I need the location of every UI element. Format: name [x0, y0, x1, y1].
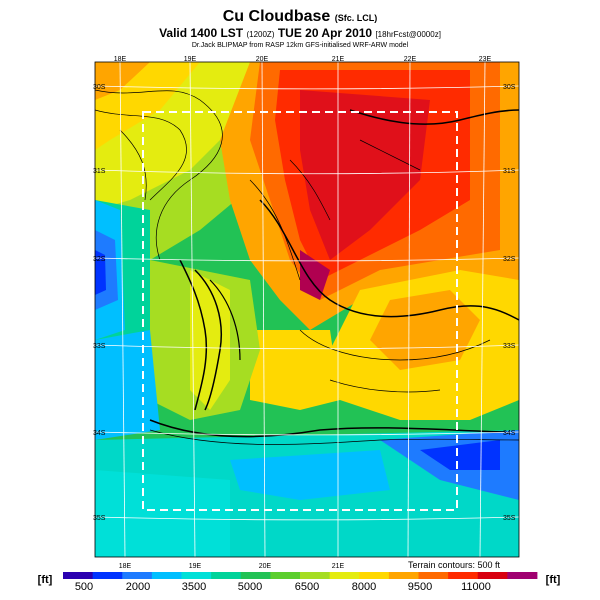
colorbar-swatch — [448, 572, 479, 579]
lon-label: 21E — [332, 56, 345, 63]
forecast-tag: [18hrFcst@0000z] — [375, 30, 441, 39]
color-scale-bar — [63, 572, 538, 579]
colorbar-ticks: 500 2000 3500 5000 6500 8000 9500 11000 — [75, 581, 491, 593]
inner-domain-box — [142, 111, 458, 511]
lat-label: 35S — [93, 515, 106, 522]
lat-label: 32S — [93, 256, 106, 263]
lon-labels-top: 18E 19E 20E 21E 22E 23E — [114, 56, 492, 63]
map-frame — [94, 61, 520, 558]
colorbar-swatch — [329, 572, 360, 579]
lon-label: 21E — [332, 563, 345, 570]
colorbar-swatch — [477, 572, 508, 579]
colorbar-tick-label: 11000 — [461, 581, 491, 593]
lon-label: 19E — [189, 563, 202, 570]
lat-label: 30S — [503, 84, 516, 91]
colorbar-swatch — [181, 572, 212, 579]
colorbar-tick-label: 8000 — [352, 581, 376, 593]
colorbar-swatch — [63, 572, 94, 579]
terrain-note: Terrain contours: 500 ft — [408, 560, 501, 570]
lat-label: 34S — [93, 430, 106, 437]
lat-label: 31S — [93, 168, 106, 175]
colorbar-tick-label: 6500 — [295, 581, 319, 593]
lat-label: 31S — [503, 168, 516, 175]
colorbar-swatch — [122, 572, 153, 579]
colorbar-swatch — [270, 572, 301, 579]
colorbar-swatch — [240, 572, 271, 579]
lon-label: 20E — [259, 563, 272, 570]
lat-label: 33S — [93, 343, 106, 350]
lat-label: 33S — [503, 343, 516, 350]
map-title: Cu Cloudbase (Sfc. LCL) — [0, 8, 600, 26]
colorbar-swatch — [388, 572, 419, 579]
colorbar-swatch — [359, 572, 390, 579]
valid-time: Valid 1400 LST (1200Z) TUE 20 Apr 2010 [… — [0, 26, 600, 40]
lon-labels-bottom: 18E 19E 20E 21E — [119, 563, 345, 570]
colorbar-swatch — [211, 572, 242, 579]
colorbar-unit-left: [ft] — [38, 574, 53, 586]
terrain-contours — [95, 89, 519, 445]
colorbar-tick-label: 3500 — [182, 581, 206, 593]
lat-label: 35S — [503, 515, 516, 522]
lon-label: 18E — [114, 56, 127, 63]
lon-label: 19E — [184, 56, 197, 63]
colorbar-swatch — [92, 572, 123, 579]
lon-label: 23E — [479, 56, 492, 63]
lat-lon-grid — [94, 61, 520, 558]
colorbar-swatch — [300, 572, 331, 579]
lat-label: 32S — [503, 256, 516, 263]
lon-label: 22E — [404, 56, 417, 63]
lon-label: 18E — [119, 563, 132, 570]
colorbar-tick-label: 2000 — [126, 581, 150, 593]
title-main: Cu Cloudbase — [222, 8, 331, 25]
colorbar-swatch — [418, 572, 449, 579]
colorbar-tick-label: 500 — [75, 581, 93, 593]
title-suffix: (Sfc. LCL) — [334, 13, 378, 23]
colorbar-tick-label: 9500 — [408, 581, 432, 593]
model-credit: Dr.Jack BLIPMAP from RASP 12km GFS-initi… — [191, 42, 409, 49]
color-field — [95, 62, 519, 557]
colorbar-swatch — [507, 572, 538, 579]
lat-label: 34S — [503, 430, 516, 437]
lon-label: 20E — [256, 56, 269, 63]
valid-paren: (1200Z) — [246, 30, 275, 39]
colorbar-unit-right: [ft] — [546, 574, 561, 586]
lat-labels-right: 30S 31S 32S 33S 34S 35S — [503, 84, 516, 522]
valid-line: Valid 1400 LST — [159, 26, 244, 40]
colorbar-tick-label: 5000 — [238, 581, 262, 593]
valid-date: TUE 20 Apr 2010 — [277, 26, 373, 40]
colorbar-swatch — [151, 572, 182, 579]
lat-label: 30S — [93, 84, 106, 91]
lat-labels-left: 30S 31S 32S 33S 34S 35S — [93, 84, 106, 522]
